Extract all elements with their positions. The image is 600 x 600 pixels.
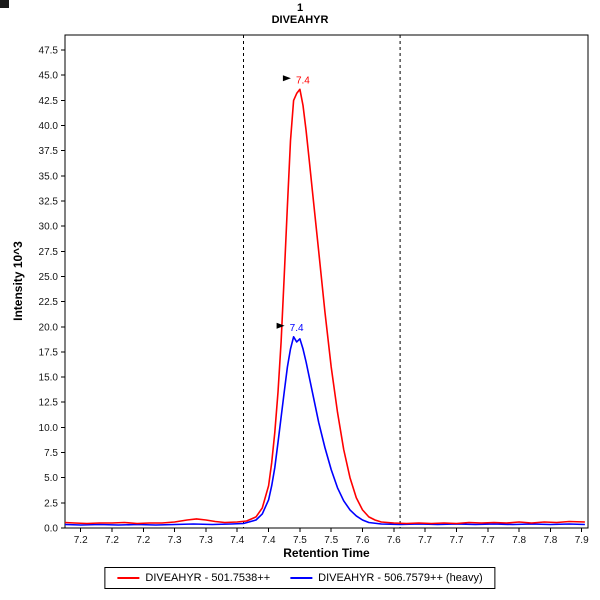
- peak-pointer-icon: [282, 75, 291, 82]
- x-tick-label: 7.5: [324, 535, 338, 546]
- corner-artifact: [0, 0, 9, 8]
- x-tick-label: 7.7: [450, 535, 464, 546]
- y-tick-label: 20.0: [39, 322, 59, 333]
- y-tick-label: 5.0: [44, 473, 58, 484]
- y-tick-label: 12.5: [39, 398, 59, 409]
- legend-entry-light: DIVEAHYR - 501.7538++: [117, 572, 270, 584]
- y-tick-label: 0.0: [44, 524, 58, 535]
- y-tick-label: 2.5: [44, 498, 58, 509]
- y-tick-label: 45.0: [39, 71, 59, 82]
- peak-rt-annotation-light: 7.4: [296, 75, 310, 86]
- trace-heavy[interactable]: [64, 335, 585, 526]
- legend-entry-heavy: DIVEAHYR - 506.7579++ (heavy): [290, 572, 483, 584]
- y-tick-label: 17.5: [39, 347, 59, 358]
- trace-light[interactable]: [64, 88, 585, 525]
- y-tick-label: 25.0: [39, 272, 59, 283]
- x-tick-label: 7.7: [481, 535, 495, 546]
- legend: DIVEAHYR - 501.7538++ DIVEAHYR - 506.757…: [104, 567, 496, 589]
- y-tick-label: 15.0: [39, 373, 59, 384]
- x-axis-title: Retention Time: [283, 546, 370, 560]
- x-tick-label: 7.4: [262, 535, 276, 546]
- x-tick-label: 7.6: [387, 535, 401, 546]
- legend-line-heavy: [290, 577, 313, 579]
- y-tick-label: 47.5: [39, 46, 59, 57]
- x-tick-label: 7.2: [105, 535, 119, 546]
- x-tick-label: 7.7: [418, 535, 432, 546]
- x-tick-label: 7.5: [293, 535, 307, 546]
- legend-label-light: DIVEAHYR - 501.7538++: [145, 572, 271, 584]
- y-tick-label: 7.5: [44, 448, 58, 459]
- peak-pointer-icon: [276, 322, 285, 329]
- plot-frame: [64, 34, 589, 529]
- y-tick-label: 30.0: [39, 222, 59, 233]
- x-tick-label: 7.8: [512, 535, 526, 546]
- x-tick-label: 7.9: [575, 535, 589, 546]
- y-tick-label: 22.5: [39, 297, 59, 308]
- legend-label-heavy: DIVEAHYR - 506.7579++ (heavy): [318, 572, 483, 584]
- y-tick-label: 27.5: [39, 247, 59, 258]
- y-axis-title: Intensity 10^3: [11, 241, 25, 321]
- y-tick-label: 42.5: [39, 96, 59, 107]
- x-tick-label: 7.2: [136, 535, 150, 546]
- peak-rt-annotation-heavy: 7.4: [290, 323, 304, 334]
- x-tick-label: 7.2: [74, 535, 88, 546]
- x-tick-label: 7.6: [356, 535, 370, 546]
- y-tick-label: 10.0: [39, 423, 59, 434]
- y-tick-label: 40.0: [39, 121, 59, 132]
- x-tick-label: 7.3: [168, 535, 182, 546]
- y-tick-label: 35.0: [39, 171, 59, 182]
- y-tick-label: 37.5: [39, 146, 59, 157]
- pane-number: 1: [296, 2, 304, 14]
- peptide-title: DIVEAHYR: [271, 14, 329, 26]
- legend-line-light: [117, 577, 140, 579]
- y-tick-label: 32.5: [39, 197, 59, 208]
- x-tick-label: 7.3: [199, 535, 213, 546]
- x-tick-label: 7.8: [543, 535, 557, 546]
- x-tick-label: 7.4: [230, 535, 244, 546]
